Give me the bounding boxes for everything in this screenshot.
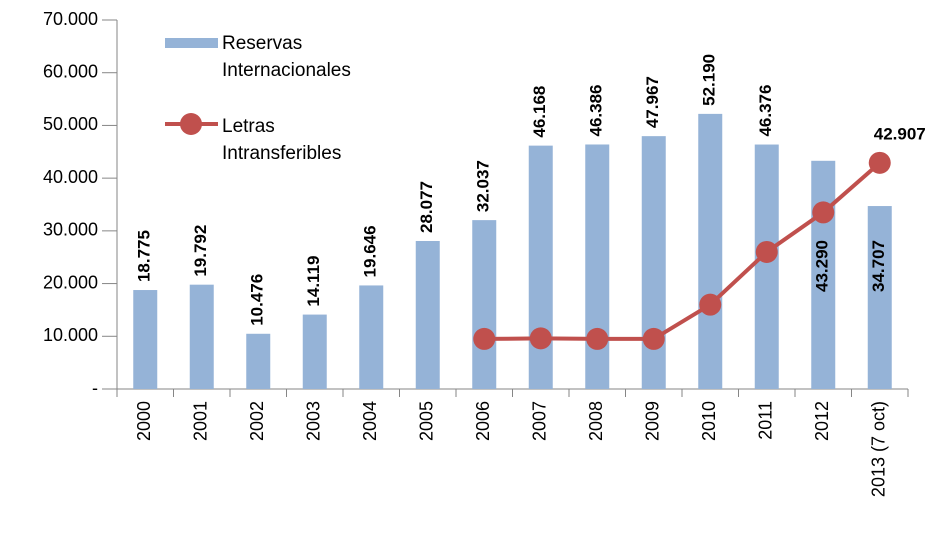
bar [641,136,666,389]
data-label: 28.077 [417,181,436,233]
bar [472,220,497,389]
x-tick-label: 2000 [134,401,154,441]
marker [586,327,609,350]
x-tick-label: 2009 [643,401,663,441]
data-label: 47.967 [643,76,662,128]
data-label: 32.037 [474,160,493,212]
marker [473,327,496,350]
marker [699,293,722,316]
data-label: 42.907 [874,124,926,143]
data-label: 46.376 [756,85,775,137]
x-tick-label: 2005 [417,401,437,441]
legend-swatch [165,38,218,48]
data-label: 46.386 [587,84,606,136]
data-label: 10.476 [248,274,267,326]
marker [529,327,552,350]
bar [754,144,779,389]
data-label: 34.707 [869,240,888,292]
bar [585,144,610,389]
x-tick-label: 2004 [360,401,380,441]
data-label: 43.290 [813,240,832,292]
x-tick-label: 2013 (7 oct) [869,401,889,497]
bar [811,160,836,389]
bar [133,290,158,389]
y-tick-label: 40.000 [43,167,98,187]
data-label: 19.646 [361,225,380,277]
x-tick-label: 2001 [191,401,211,441]
data-label: 52.190 [700,54,719,106]
x-tick-label: 2007 [530,401,550,441]
bar [867,206,892,389]
y-tick-label: 70.000 [43,9,98,29]
bar [528,145,553,389]
data-label: 19.792 [191,225,210,277]
y-tick-label: 30.000 [43,220,98,240]
y-tick-label: 20.000 [43,272,98,292]
x-tick-label: 2008 [586,401,606,441]
bar [415,240,440,389]
data-label: 18.775 [135,230,154,282]
data-label: 46.168 [530,86,549,138]
y-tick-label: 60.000 [43,61,98,81]
x-tick-label: 2012 [812,401,832,441]
bar [302,314,327,389]
x-tick-label: 2006 [473,401,493,441]
marker [755,240,778,263]
y-tick-label: 10.000 [43,325,98,345]
x-tick-label: 2011 [756,401,776,440]
bar [246,333,271,389]
bar [359,285,384,389]
marker [812,201,835,224]
bar [189,284,214,389]
x-tick-label: 2010 [699,401,719,441]
marker [868,151,891,174]
legend-label: Letras Intransferibles [222,116,342,164]
x-tick-label: 2002 [247,401,267,441]
legend-label: Reservas Internacionales [222,33,351,81]
y-tick-label: 50.000 [43,114,98,134]
legend-swatch [180,113,202,135]
x-tick-label: 2003 [304,401,324,441]
data-label: 14.119 [304,256,323,307]
marker [642,327,665,350]
y-tick-label: - [92,378,98,398]
bar [698,113,723,389]
